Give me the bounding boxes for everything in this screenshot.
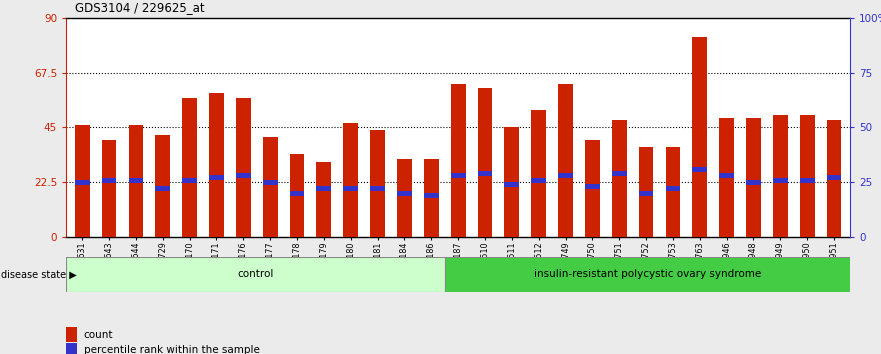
- Bar: [236, 173, 251, 178]
- Bar: [505, 182, 519, 187]
- Bar: [585, 184, 600, 189]
- Bar: [800, 115, 815, 237]
- Bar: [75, 180, 90, 185]
- Bar: [478, 171, 492, 176]
- Bar: [370, 130, 385, 237]
- Bar: [773, 178, 788, 183]
- Text: control: control: [237, 269, 273, 279]
- Bar: [182, 178, 197, 183]
- Text: disease state ▶: disease state ▶: [1, 269, 77, 279]
- Bar: [611, 120, 626, 237]
- Bar: [611, 171, 626, 176]
- Bar: [478, 88, 492, 237]
- Bar: [692, 167, 707, 172]
- Bar: [451, 173, 465, 178]
- Bar: [75, 125, 90, 237]
- Bar: [66, 257, 445, 292]
- Bar: [559, 84, 573, 237]
- Bar: [370, 187, 385, 191]
- Bar: [746, 180, 761, 185]
- Bar: [665, 147, 680, 237]
- Bar: [263, 137, 278, 237]
- Bar: [746, 118, 761, 237]
- Bar: [692, 37, 707, 237]
- Bar: [129, 125, 144, 237]
- Bar: [155, 135, 170, 237]
- Bar: [101, 139, 116, 237]
- Bar: [826, 120, 841, 237]
- Bar: [639, 191, 654, 196]
- Bar: [344, 187, 358, 191]
- Bar: [531, 110, 546, 237]
- Bar: [155, 187, 170, 191]
- Bar: [290, 154, 305, 237]
- Text: count: count: [84, 330, 113, 339]
- Bar: [290, 191, 305, 196]
- Bar: [445, 257, 850, 292]
- Bar: [236, 98, 251, 237]
- Bar: [182, 98, 197, 237]
- Bar: [773, 115, 788, 237]
- Bar: [639, 147, 654, 237]
- Bar: [559, 173, 573, 178]
- Bar: [397, 159, 411, 237]
- Bar: [209, 93, 224, 237]
- Bar: [719, 118, 734, 237]
- Bar: [719, 173, 734, 178]
- Text: percentile rank within the sample: percentile rank within the sample: [84, 346, 260, 354]
- Bar: [424, 193, 439, 198]
- Bar: [665, 187, 680, 191]
- Bar: [800, 178, 815, 183]
- Bar: [101, 178, 116, 183]
- Bar: [505, 127, 519, 237]
- Bar: [344, 122, 358, 237]
- Bar: [424, 159, 439, 237]
- Bar: [531, 178, 546, 183]
- Bar: [316, 161, 331, 237]
- Bar: [209, 176, 224, 180]
- Bar: [585, 139, 600, 237]
- Text: GDS3104 / 229625_at: GDS3104 / 229625_at: [75, 1, 204, 14]
- Bar: [451, 84, 465, 237]
- Bar: [826, 176, 841, 180]
- Bar: [316, 187, 331, 191]
- Bar: [263, 180, 278, 185]
- Bar: [129, 178, 144, 183]
- Text: insulin-resistant polycystic ovary syndrome: insulin-resistant polycystic ovary syndr…: [534, 269, 761, 279]
- Bar: [397, 191, 411, 196]
